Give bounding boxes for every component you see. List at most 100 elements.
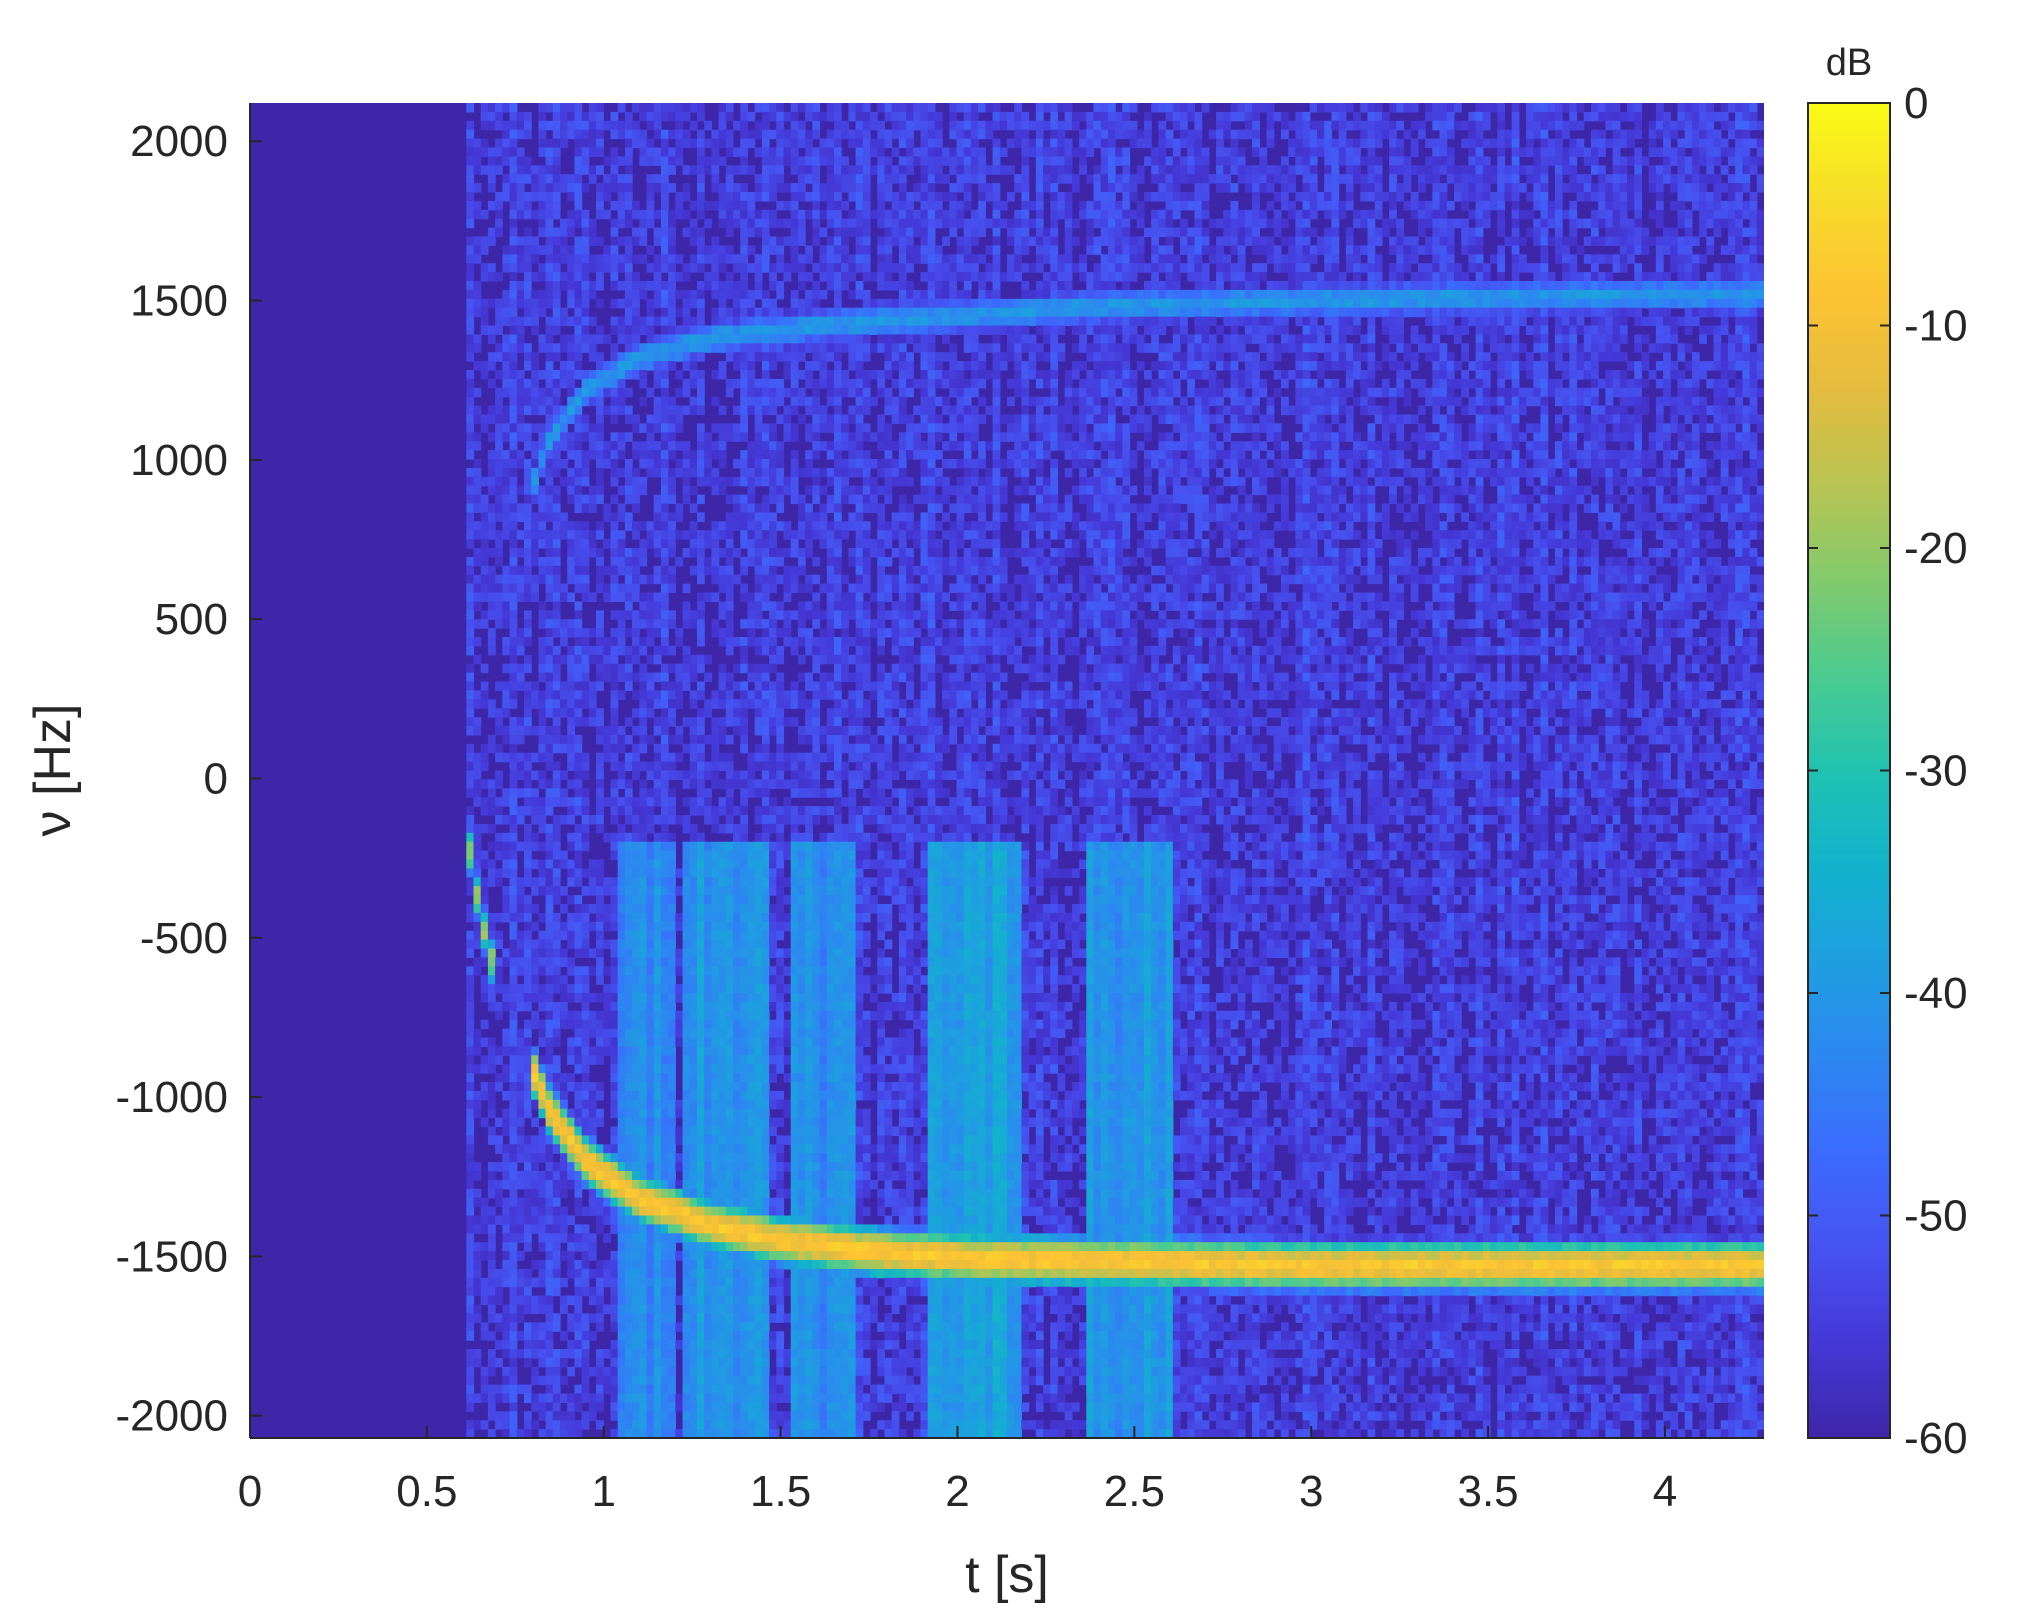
- heatmap-cell: [574, 1108, 583, 1119]
- heatmap-cell: [761, 441, 770, 451]
- heatmap-cell: [624, 939, 633, 950]
- heatmap-cell: [509, 298, 518, 309]
- heatmap-cell: [574, 174, 583, 184]
- heatmap-cell: [567, 592, 576, 602]
- heatmap-cell: [639, 859, 648, 869]
- heatmap-cell: [610, 1224, 619, 1234]
- heatmap-cell: [495, 423, 503, 433]
- heatmap-cell: [523, 192, 532, 202]
- heatmap-cell: [639, 218, 648, 229]
- heatmap-cell: [639, 147, 648, 157]
- heatmap-cell: [632, 556, 640, 567]
- heatmap-cell: [639, 1411, 648, 1421]
- heatmap-cell: [660, 1179, 669, 1190]
- heatmap-cell: [466, 192, 475, 202]
- heatmap-cell: [545, 895, 554, 905]
- heatmap-cell: [646, 690, 655, 700]
- heatmap-cell: [761, 521, 770, 531]
- heatmap-cell: [516, 1001, 525, 1012]
- heatmap-cell: [610, 1411, 619, 1421]
- heatmap-cell: [769, 654, 777, 665]
- heatmap-cell: [718, 245, 727, 255]
- heatmap-cell: [567, 1313, 576, 1323]
- heatmap-cell: [668, 681, 676, 691]
- heatmap-cell: [624, 352, 633, 362]
- heatmap-cell: [603, 1144, 612, 1154]
- heatmap-cell: [660, 1251, 669, 1261]
- heatmap-cell: [740, 1153, 749, 1163]
- heatmap-cell: [531, 1206, 539, 1217]
- heatmap-cell: [725, 1375, 734, 1386]
- heatmap-cell: [487, 984, 496, 994]
- heatmap-cell: [747, 1357, 756, 1368]
- heatmap-cell: [552, 681, 561, 691]
- heatmap-cell: [624, 183, 633, 193]
- heatmap-cell: [538, 1028, 547, 1039]
- heatmap-cell: [495, 512, 503, 522]
- heatmap-cell: [574, 948, 583, 958]
- heatmap-cell: [747, 476, 756, 487]
- heatmap-cell: [466, 494, 475, 505]
- heatmap-cell: [480, 530, 489, 540]
- heatmap-cell: [696, 904, 705, 914]
- heatmap-cell: [646, 281, 655, 291]
- heatmap-cell: [466, 147, 475, 157]
- heatmap-cell: [545, 565, 554, 576]
- heatmap-cell: [545, 886, 554, 896]
- heatmap-cell: [610, 1260, 619, 1270]
- heatmap-cell: [516, 1313, 525, 1323]
- heatmap-cell: [668, 245, 676, 255]
- heatmap-cell: [689, 1393, 698, 1403]
- heatmap-cell: [668, 1366, 676, 1377]
- heatmap-cell: [617, 930, 626, 941]
- heatmap-cell: [610, 1179, 619, 1190]
- heatmap-cell: [639, 156, 648, 166]
- heatmap-cell: [639, 281, 648, 291]
- heatmap-cell: [509, 1046, 518, 1056]
- heatmap-cell: [733, 726, 741, 736]
- heatmap-cell: [617, 1126, 626, 1136]
- heatmap-cell: [480, 1019, 489, 1030]
- heatmap-cell: [747, 396, 756, 407]
- heatmap-cell: [509, 654, 518, 665]
- heatmap-cell: [552, 1420, 561, 1430]
- heatmap-cell: [711, 690, 720, 700]
- heatmap-cell: [632, 1117, 640, 1128]
- heatmap-cell: [545, 1162, 554, 1172]
- heatmap-cell: [653, 1188, 662, 1199]
- heatmap-cell: [660, 307, 669, 318]
- heatmap-cell: [473, 503, 482, 513]
- heatmap-cell: [588, 147, 597, 157]
- heatmap-cell: [466, 1402, 475, 1412]
- heatmap-cell: [495, 1313, 503, 1323]
- heatmap-cell: [567, 103, 576, 113]
- heatmap-cell: [668, 441, 676, 451]
- heatmap-cell: [487, 859, 496, 869]
- heatmap-cell: [769, 218, 777, 229]
- heatmap-cell: [516, 1144, 525, 1154]
- heatmap-cell: [610, 325, 619, 335]
- heatmap-cell: [596, 788, 604, 798]
- heatmap-cell: [725, 1099, 734, 1110]
- heatmap-cell: [653, 912, 662, 923]
- heatmap-cell: [538, 334, 547, 344]
- heatmap-cell: [617, 539, 626, 549]
- heatmap-cell: [624, 654, 633, 665]
- heatmap-cell: [646, 1144, 655, 1154]
- heatmap-cell: [733, 574, 741, 585]
- heatmap-cell: [696, 1126, 705, 1136]
- heatmap-cell: [646, 530, 655, 540]
- heatmap-cell: [653, 1268, 662, 1279]
- heatmap-cell: [733, 503, 741, 513]
- heatmap-cell: [696, 841, 705, 852]
- heatmap-cell: [502, 289, 511, 300]
- heatmap-cell: [632, 1251, 640, 1261]
- heatmap-cell: [769, 841, 777, 852]
- heatmap-cell: [509, 245, 518, 255]
- heatmap-cell: [639, 1366, 648, 1377]
- heatmap-cell: [696, 850, 705, 861]
- heatmap-cell: [696, 423, 705, 433]
- heatmap-cell: [545, 681, 554, 691]
- heatmap-cell: [560, 1073, 568, 1083]
- heatmap-cell: [531, 1393, 539, 1403]
